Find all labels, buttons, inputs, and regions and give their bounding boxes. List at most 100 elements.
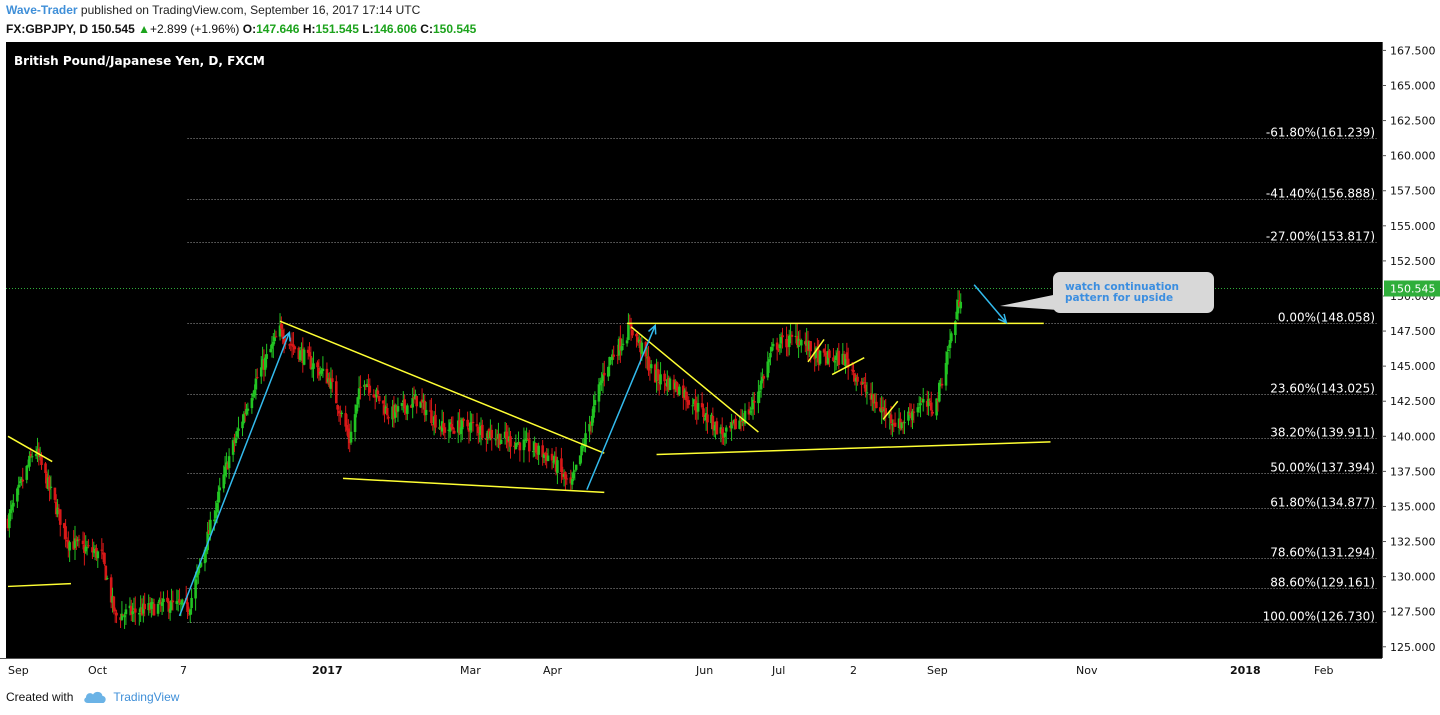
candle <box>167 598 171 620</box>
candle <box>822 348 826 357</box>
candle <box>916 402 920 417</box>
candle-body <box>353 414 357 432</box>
candle-body <box>180 599 184 605</box>
trendline-flag-3[interactable] <box>882 400 899 420</box>
candle <box>836 347 839 367</box>
candle-body <box>21 479 25 482</box>
candle-body <box>308 352 311 357</box>
candle-body <box>588 423 591 432</box>
candle-body <box>901 422 905 424</box>
candle <box>8 509 11 538</box>
candle <box>732 419 736 430</box>
candle-body <box>242 413 246 424</box>
candle-body <box>215 503 219 513</box>
candle <box>751 391 755 420</box>
candle-body <box>159 601 163 605</box>
candle-body <box>428 410 432 412</box>
candle-body <box>26 464 30 466</box>
fib-level-label: 23.60%(143.025) <box>1270 382 1375 396</box>
callout-text-line: pattern for upside <box>1065 292 1173 304</box>
candle-body <box>692 399 696 405</box>
candle <box>222 465 226 493</box>
trendline-wedge-support[interactable] <box>342 477 605 494</box>
candle-body <box>167 601 171 612</box>
candle <box>869 382 873 407</box>
impulse-arrow-2[interactable] <box>586 325 656 490</box>
trendline-descending-resistance[interactable] <box>279 320 605 454</box>
candle <box>720 417 724 445</box>
candle <box>674 379 677 393</box>
candle <box>704 406 708 431</box>
candle-body <box>645 357 649 359</box>
candle <box>424 401 428 422</box>
candle-body <box>730 421 733 429</box>
candle <box>929 391 933 417</box>
candle <box>400 402 404 411</box>
trendline-rising-support[interactable] <box>656 441 1051 456</box>
candle <box>537 442 540 465</box>
tradingview-brand-link[interactable]: TradingView <box>113 690 180 704</box>
impulse-arrow-1[interactable] <box>178 332 291 617</box>
price-chart[interactable]: -61.80%(161.239) -41.40%(156.888) -27.00%(… <box>0 42 1440 682</box>
candle <box>804 332 807 353</box>
candle-body <box>732 419 736 424</box>
candle-body <box>637 339 641 343</box>
candle <box>312 351 315 382</box>
candle-body <box>702 408 705 418</box>
candle-body <box>25 465 29 480</box>
candle <box>743 403 747 426</box>
candle-body <box>45 473 49 488</box>
projection-arrow[interactable] <box>973 284 1007 324</box>
candle <box>274 330 278 338</box>
candle-body <box>134 608 137 613</box>
candle-body <box>731 421 735 423</box>
author-link[interactable]: Wave-Trader <box>6 3 78 17</box>
candle-body <box>805 340 808 346</box>
candle-body <box>593 400 597 406</box>
candle-body <box>842 354 846 366</box>
candle-body <box>64 526 67 539</box>
candle <box>420 388 424 414</box>
candle-body <box>344 413 347 427</box>
chart-area[interactable]: -61.80%(161.239) -41.40%(156.888) -27.00%(… <box>0 42 1440 682</box>
candle <box>243 402 247 422</box>
candle <box>927 391 930 416</box>
candle <box>414 389 417 400</box>
trendline-pullback[interactable] <box>630 326 759 433</box>
price-axis[interactable] <box>1382 42 1440 658</box>
candle-body <box>513 445 516 448</box>
candle <box>207 519 211 535</box>
candle-body <box>207 529 211 534</box>
candle <box>554 446 558 476</box>
candle-body <box>865 392 869 394</box>
candle <box>241 414 244 437</box>
candle-body <box>147 603 150 611</box>
candle <box>152 598 156 616</box>
candle-body <box>415 395 418 407</box>
trendline-early-support[interactable] <box>7 582 72 588</box>
x-tick-label: 2018 <box>1230 664 1261 677</box>
candle-body <box>515 443 519 445</box>
candle-body <box>757 391 760 404</box>
candle-body <box>419 401 423 408</box>
candle-body <box>456 420 460 433</box>
candle-body <box>620 346 624 351</box>
candle <box>170 588 173 611</box>
candle-body <box>395 406 398 413</box>
trendline-flag-2[interactable] <box>831 357 865 376</box>
annotation-callout[interactable]: watch continuation pattern for upside <box>1000 272 1214 313</box>
candle-body <box>403 399 406 409</box>
candle-body <box>470 421 473 424</box>
candle <box>452 427 456 435</box>
candle <box>757 379 760 414</box>
candle-body <box>936 399 940 402</box>
candle-body <box>777 349 780 351</box>
candle <box>862 377 866 389</box>
fib-level-label: 0.00%(148.058) <box>1278 311 1375 325</box>
candle-body <box>376 390 380 395</box>
candle <box>911 408 914 429</box>
time-axis[interactable] <box>0 658 1382 682</box>
trendline-early-resistance[interactable] <box>7 435 53 463</box>
trendline-flag-1[interactable] <box>807 339 825 363</box>
candle <box>617 336 621 361</box>
